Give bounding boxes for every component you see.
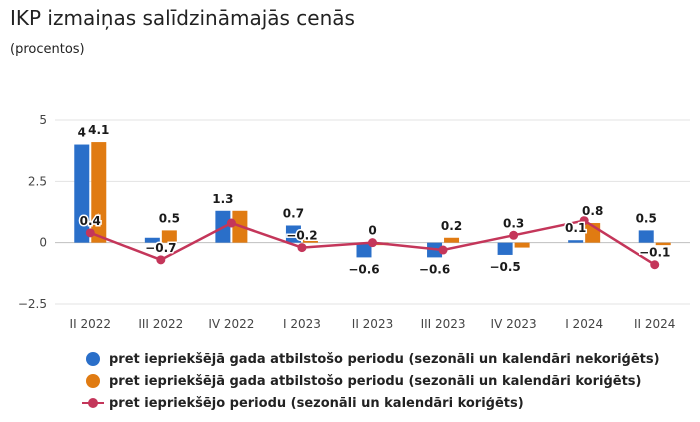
line-point[interactable] <box>368 238 377 248</box>
legend-item-adjusted[interactable]: pret iepriekšējā gada atbilstošo periodu… <box>86 371 660 391</box>
legend-label-adjusted: pret iepriekšējā gada atbilstošo periodu… <box>109 373 642 389</box>
x-tick-label: I 2023 <box>283 317 321 331</box>
data-label-unadjusted: 1.3 <box>212 192 233 206</box>
legend-marker-adjusted-icon <box>86 374 100 388</box>
x-tick-label: I 2024 <box>565 317 603 331</box>
y-tick-label: 0 <box>39 236 47 250</box>
bar-unadjusted[interactable] <box>74 144 90 243</box>
line-point[interactable] <box>226 218 236 228</box>
data-label-previous-period: 0 <box>368 224 376 238</box>
legend-label-previous-period: pret iepriekšējo periodu (sezonāli un ka… <box>109 395 524 411</box>
x-tick-label: IV 2023 <box>491 317 537 331</box>
line-point[interactable] <box>156 255 166 265</box>
legend: pret iepriekšējā gada atbilstošo periodu… <box>82 349 660 415</box>
data-label-unadjusted: 4 <box>78 126 86 140</box>
data-label-unadjusted: 0.5 <box>636 211 657 225</box>
bar-adjusted[interactable] <box>444 237 460 243</box>
data-label-previous-period: 0.3 <box>503 216 524 230</box>
data-label-adjusted: 0.8 <box>582 204 603 218</box>
bar-unadjusted[interactable] <box>568 240 584 243</box>
x-tick-label: III 2023 <box>421 317 466 331</box>
data-label-unadjusted: −0.5 <box>489 260 520 274</box>
bar-unadjusted[interactable] <box>356 242 372 258</box>
data-label-unadjusted: −0.6 <box>419 262 450 276</box>
chart-title: IKP izmaiņas salīdzināmajās cenās <box>10 6 355 30</box>
y-tick-label: 5 <box>39 113 47 127</box>
legend-marker-unadjusted-icon <box>86 352 100 366</box>
legend-item-unadjusted[interactable]: pret iepriekšējā gada atbilstošo periodu… <box>86 349 660 369</box>
legend-label-unadjusted: pret iepriekšējā gada atbilstošo periodu… <box>109 351 660 367</box>
bar-adjusted[interactable] <box>514 242 530 248</box>
data-label-previous-period: −0.1 <box>639 246 670 260</box>
x-tick-label: II 2024 <box>634 317 675 331</box>
x-tick-label: III 2022 <box>138 317 183 331</box>
data-label-adjusted: 0.5 <box>159 211 180 225</box>
x-tick-label: II 2022 <box>70 317 111 331</box>
y-tick-label: 2.5 <box>28 174 47 188</box>
bar-unadjusted[interactable] <box>638 230 654 243</box>
bar-adjusted[interactable] <box>161 230 177 243</box>
line-point[interactable] <box>579 216 589 226</box>
data-label-adjusted: 0.2 <box>441 219 462 233</box>
data-label-previous-period: 0.4 <box>80 214 101 228</box>
data-label-previous-period: −0.2 <box>286 229 317 243</box>
bar-unadjusted[interactable] <box>497 242 513 255</box>
bar-adjusted[interactable] <box>302 237 318 243</box>
line-point[interactable] <box>650 260 660 270</box>
line-point[interactable] <box>85 228 95 238</box>
x-tick-label: IV 2022 <box>208 317 254 331</box>
legend-item-previous-period[interactable]: pret iepriekšējo periodu (sezonāli un ka… <box>82 393 660 413</box>
legend-marker-previous-period-icon <box>82 396 104 410</box>
chart-svg: −2.5 0 2.5 5 II 2022 III 2022 IV 2022 I 2023 II … <box>18 113 690 331</box>
bar-unadjusted[interactable] <box>144 237 160 243</box>
bar-adjusted[interactable] <box>655 242 671 246</box>
data-label-unadjusted: 0.7 <box>283 206 304 220</box>
x-tick-label: II 2023 <box>352 317 393 331</box>
data-label-adjusted: 4.1 <box>88 123 109 137</box>
bar-unadjusted[interactable] <box>285 225 301 243</box>
line-point[interactable] <box>438 245 448 255</box>
bar-adjusted[interactable] <box>91 142 107 243</box>
data-label-unadjusted: 0.1 <box>565 221 586 235</box>
chart-subtitle: (procentos) <box>10 42 85 57</box>
line-point[interactable] <box>509 230 519 240</box>
data-label-unadjusted: −0.6 <box>348 262 379 276</box>
y-tick-label: −2.5 <box>18 297 47 311</box>
line-point[interactable] <box>297 243 307 253</box>
data-label-previous-period: −0.7 <box>145 241 176 255</box>
